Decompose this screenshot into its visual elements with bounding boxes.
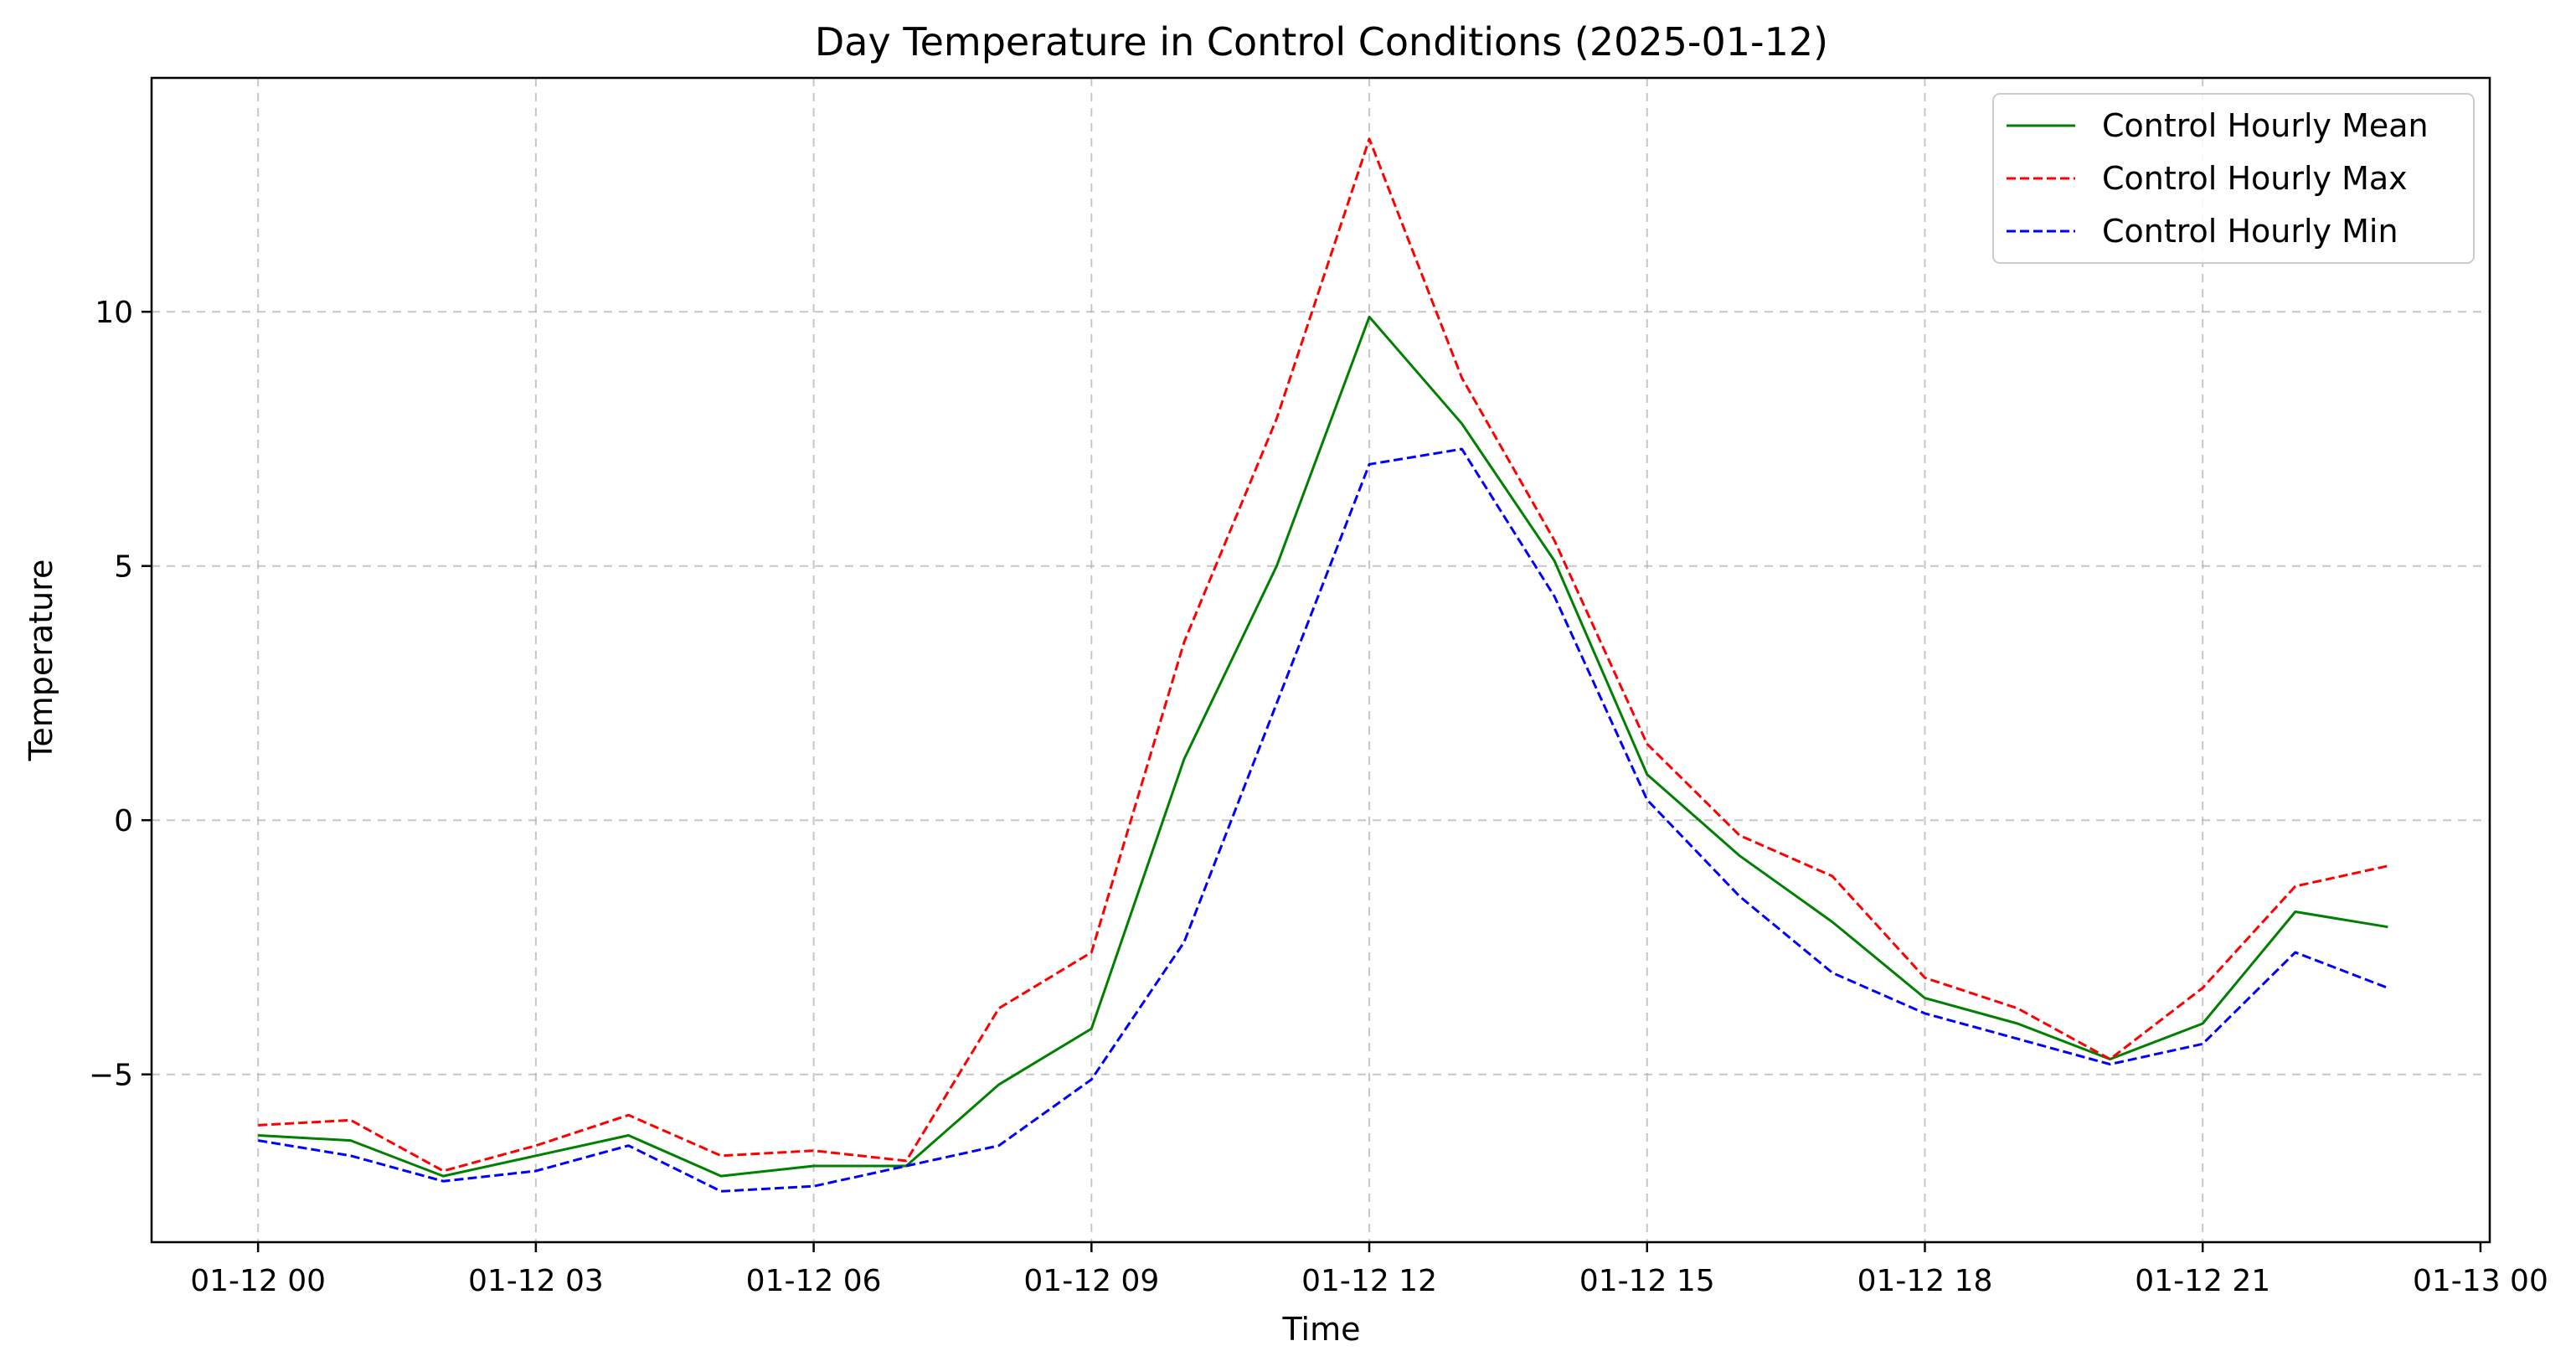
x-tick-label: 01-12 15 bbox=[1579, 1264, 1715, 1298]
x-axis-title: Time bbox=[1282, 1311, 1361, 1348]
legend-label: Control Hourly Mean bbox=[2102, 107, 2429, 144]
x-tick-label: 01-12 21 bbox=[2135, 1264, 2270, 1298]
legend: Control Hourly Mean Control Hourly Max Con… bbox=[1992, 93, 2475, 264]
x-tick-label: 01-12 03 bbox=[468, 1264, 604, 1298]
x-tick-label: 01-12 00 bbox=[190, 1264, 326, 1298]
y-tick-label: −5 bbox=[89, 1059, 133, 1093]
x-tick-label: 01-13 00 bbox=[2413, 1264, 2548, 1298]
y-axis-title: Temperature bbox=[23, 560, 59, 762]
series-line-control-hourly-max bbox=[258, 137, 2388, 1173]
series-lines bbox=[257, 137, 2388, 1193]
y-tick-label: 10 bbox=[95, 296, 133, 330]
legend-label: Control Hourly Max bbox=[2102, 160, 2408, 197]
x-axis-ticks: 01-12 00 01-12 03 01-12 06 01-12 09 01-12 12… bbox=[190, 1242, 2548, 1298]
series-line-control-hourly-mean bbox=[258, 315, 2388, 1178]
legend-box bbox=[1992, 93, 2475, 264]
y-tick-label: 0 bbox=[114, 804, 133, 838]
x-tick-label: 01-12 18 bbox=[1857, 1264, 1993, 1298]
series-line-control-hourly-min bbox=[257, 447, 2388, 1193]
legend-label: Control Hourly Min bbox=[2102, 213, 2398, 250]
y-axis-ticks: −5 0 5 10 bbox=[89, 296, 152, 1093]
chart-title: Day Temperature in Control Conditions (2… bbox=[815, 19, 1828, 64]
plot-area-frame bbox=[150, 76, 2491, 1244]
x-tick-label: 01-12 12 bbox=[1301, 1264, 1437, 1298]
x-tick-label: 01-12 06 bbox=[746, 1264, 882, 1298]
x-tick-label: 01-12 09 bbox=[1023, 1264, 1159, 1298]
y-tick-label: 5 bbox=[114, 550, 133, 585]
grid-lines bbox=[152, 78, 2490, 1242]
